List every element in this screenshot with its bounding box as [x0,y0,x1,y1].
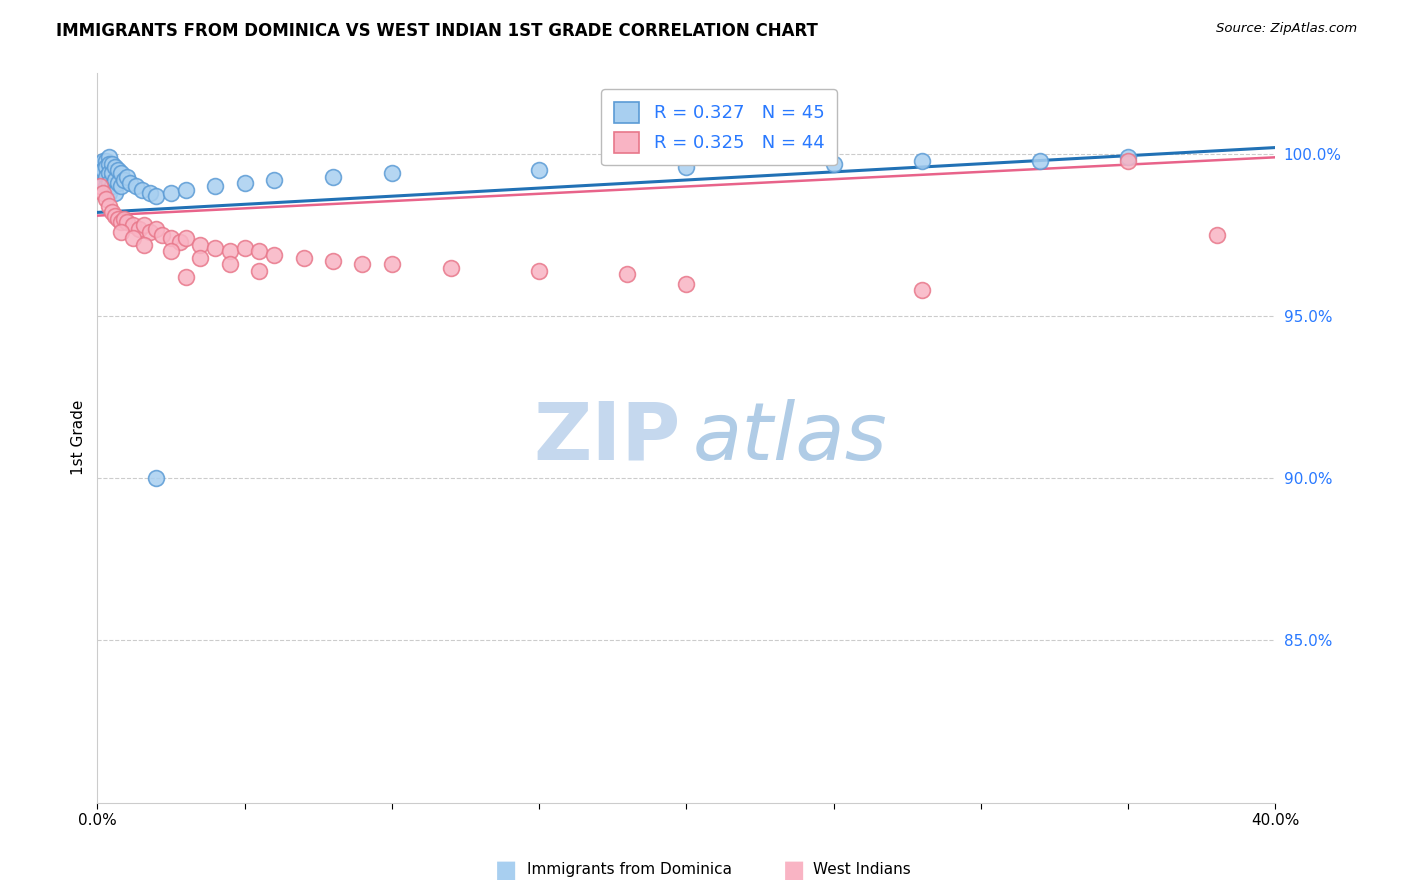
Point [104,209,127,223]
Point [160,186,183,200]
Point [174,183,197,197]
Point [169,235,191,249]
Point [110,179,132,194]
Point [101,167,124,181]
Point [219,257,242,271]
Point [110,215,132,229]
Point [101,157,124,171]
Point [160,231,183,245]
Point [150,228,173,243]
Point [104,173,127,187]
Text: atlas: atlas [692,399,887,476]
Point [204,179,226,194]
Point [219,244,242,259]
Point [527,264,550,278]
Point [911,153,934,168]
Point [823,157,845,171]
Point [96,169,118,184]
Point [440,260,463,275]
Y-axis label: 1st Grade: 1st Grade [72,401,86,475]
Point [263,247,285,261]
Point [139,225,162,239]
Point [98,176,121,190]
Point [121,231,143,245]
Point [124,179,146,194]
Point [322,169,344,184]
Point [352,257,374,271]
Point [263,173,285,187]
Text: Source: ZipAtlas.com: Source: ZipAtlas.com [1216,22,1357,36]
Point [911,283,934,297]
Point [1116,150,1139,164]
Text: ZIP: ZIP [533,399,681,476]
Point [145,471,167,485]
Point [247,264,270,278]
Point [247,244,270,259]
Point [115,215,138,229]
Point [107,163,129,178]
Point [233,176,256,190]
Point [96,179,118,194]
Point [145,221,167,235]
Point [96,153,118,168]
Point [1205,228,1227,243]
Point [89,157,111,171]
Point [675,160,697,174]
Point [104,160,127,174]
Text: ■: ■ [783,858,806,881]
Point [675,277,697,291]
Point [134,219,156,233]
Point [1029,153,1052,168]
Point [1116,153,1139,168]
Point [112,173,135,187]
Text: West Indians: West Indians [813,863,911,877]
Point [131,183,153,197]
Point [128,221,150,235]
Point [101,205,124,219]
Text: ■: ■ [495,858,517,881]
Point [292,251,315,265]
Point [98,150,121,164]
Legend: R = 0.327   N = 45, R = 0.325   N = 44: R = 0.327 N = 45, R = 0.325 N = 44 [602,89,837,165]
Point [101,179,124,194]
Point [145,189,167,203]
Point [91,153,114,168]
Point [112,211,135,226]
Point [381,167,404,181]
Point [110,167,132,181]
Point [115,169,138,184]
Point [322,254,344,268]
Point [233,241,256,255]
Point [89,179,111,194]
Point [89,167,111,181]
Point [96,193,118,207]
Point [121,219,143,233]
Point [527,163,550,178]
Point [98,186,121,200]
Point [91,186,114,200]
Point [616,267,638,281]
Point [107,176,129,190]
Point [190,251,212,265]
Point [91,176,114,190]
Point [174,231,197,245]
Point [104,186,127,200]
Point [190,237,212,252]
Point [98,167,121,181]
Point [174,270,197,285]
Point [139,186,162,200]
Point [98,157,121,171]
Point [91,163,114,178]
Text: Immigrants from Dominica: Immigrants from Dominica [527,863,733,877]
Point [107,211,129,226]
Point [110,225,132,239]
Point [98,199,121,213]
Text: IMMIGRANTS FROM DOMINICA VS WEST INDIAN 1ST GRADE CORRELATION CHART: IMMIGRANTS FROM DOMINICA VS WEST INDIAN … [56,22,818,40]
Point [96,160,118,174]
Point [160,244,183,259]
Point [204,241,226,255]
Point [118,176,141,190]
Point [381,257,404,271]
Point [134,237,156,252]
